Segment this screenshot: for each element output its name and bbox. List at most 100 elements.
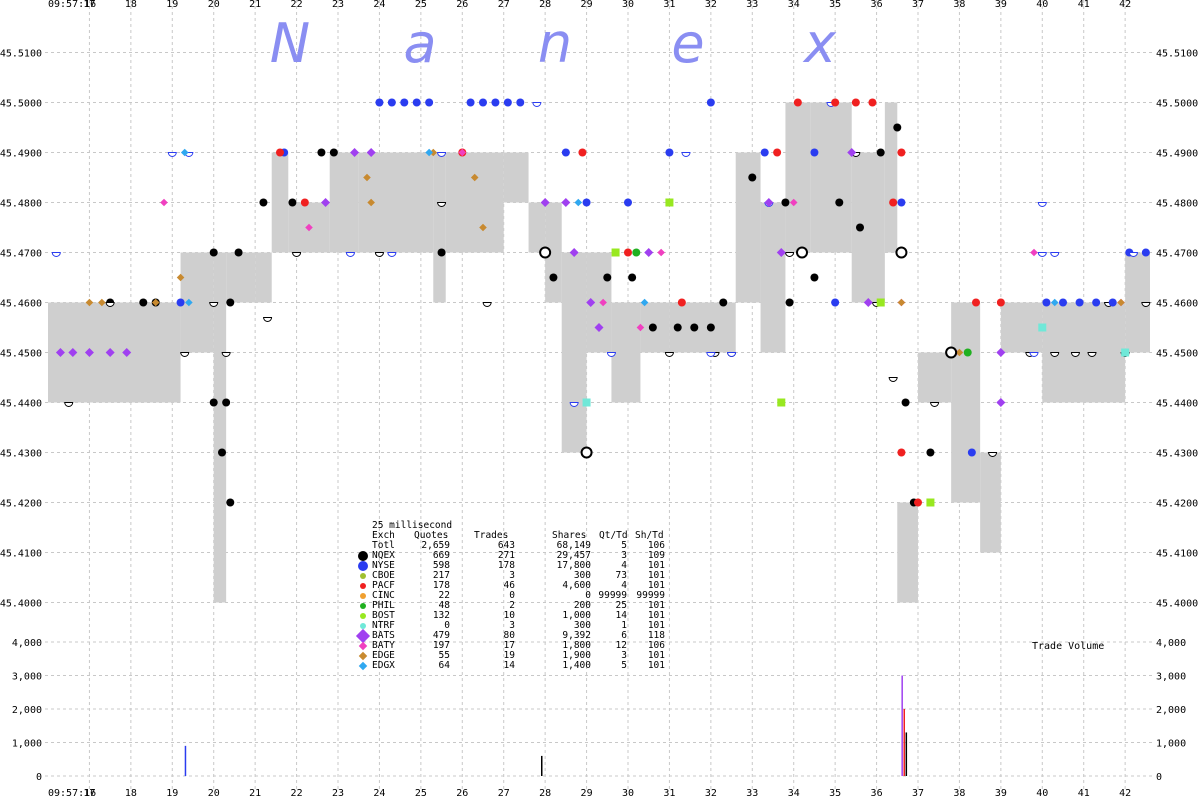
trade-nqex xyxy=(580,446,593,459)
quote-nqex-ask xyxy=(105,302,115,307)
spread-segment xyxy=(785,102,811,253)
stats-cell-trades: 271 xyxy=(497,550,515,561)
quote-nqex-ask xyxy=(1141,302,1151,307)
quote-nyse-bid xyxy=(400,98,409,107)
stats-row-nyse: NYSE 598 178 17,800 4 101 xyxy=(358,561,678,571)
time-tick-bottom: 29 xyxy=(581,788,593,799)
quote-nqex-bid xyxy=(222,398,231,407)
quote-bats-bid xyxy=(366,148,376,157)
exchange-marker-icon xyxy=(360,623,366,629)
time-tick-bottom: 25 xyxy=(415,788,427,799)
volume-bar xyxy=(541,755,543,776)
quote-nqex-ask xyxy=(221,352,231,357)
stats-cell-qttd: 5 xyxy=(621,540,627,551)
quote-ntrf-bid xyxy=(1038,323,1047,332)
quote-nyse-bid xyxy=(387,98,396,107)
quote-baty-bid xyxy=(1030,248,1038,257)
stats-cell-shares: 1,000 xyxy=(562,610,591,621)
quote-nqex-ask xyxy=(1087,352,1097,357)
time-tick-top: 30 xyxy=(622,0,634,10)
stats-cell-exch: BATY xyxy=(372,640,395,651)
time-tick-top: 42 xyxy=(1119,0,1131,10)
watermark-letter: a xyxy=(403,12,436,75)
quote-bats-bid xyxy=(847,148,857,157)
spread-segment xyxy=(503,152,529,203)
time-tick-top: 18 xyxy=(125,0,137,10)
quote-nyse-bid xyxy=(624,198,632,207)
quote-edge-bid xyxy=(151,298,160,307)
quote-nqex-bid xyxy=(139,298,148,307)
quote-nyse-bid xyxy=(582,198,591,207)
stats-row-bost: BOST 132 10 1,000 14 101 xyxy=(358,611,678,621)
spread-segment xyxy=(951,302,981,503)
spread-segment xyxy=(255,252,272,303)
stats-cell-quotes: 217 xyxy=(432,570,450,581)
quote-nyse-bid xyxy=(706,98,715,107)
quote-nqex-bid xyxy=(673,323,682,332)
quote-nqex-bid xyxy=(209,248,218,257)
stats-cell-qttd: 99999 xyxy=(598,590,627,601)
quote-edgx-bid xyxy=(180,148,189,157)
quote-nyse-bid xyxy=(1075,298,1084,307)
volume-bars xyxy=(184,675,908,776)
stats-cell-shtd: 101 xyxy=(647,560,665,571)
exchange-marker-icon xyxy=(360,603,366,609)
stats-cell-shares: 29,457 xyxy=(556,550,591,561)
quote-bost-bid xyxy=(876,298,885,307)
quote-edge-bid xyxy=(1117,298,1125,307)
stats-cell-trades: 10 xyxy=(503,610,515,621)
quote-nqex-bid xyxy=(901,398,910,407)
quote-nqex-bid xyxy=(259,198,268,207)
quote-pacf-bid xyxy=(996,298,1005,307)
quote-nyse-bid xyxy=(176,298,185,307)
quote-nyse-ask xyxy=(1029,352,1039,357)
stats-cell-shares: 200 xyxy=(573,600,591,611)
stats-cell-quotes: 0 xyxy=(444,620,450,631)
time-tick-bottom: 39 xyxy=(995,788,1007,799)
spread-segment xyxy=(760,202,786,353)
stats-cell-quotes: 48 xyxy=(438,600,450,611)
quote-nqex-ask xyxy=(374,252,384,257)
time-tick-bottom: 27 xyxy=(498,788,510,799)
quote-nqex-bid xyxy=(209,398,218,407)
quote-bats-bid xyxy=(776,248,786,257)
stats-cell-quotes: 197 xyxy=(432,640,450,651)
quote-nyse-ask xyxy=(1128,252,1138,257)
stats-cell-exch: CBOE xyxy=(372,570,395,581)
quote-nqex-bid xyxy=(329,148,338,157)
time-tick-top: 40 xyxy=(1036,0,1048,10)
time-tick-top: 33 xyxy=(746,0,758,10)
time-tick-top: 38 xyxy=(953,0,965,10)
quote-bats-bid xyxy=(594,323,604,332)
quote-nqex-ask xyxy=(263,317,273,322)
price-tick-left: 45.4800 xyxy=(0,199,42,210)
quote-nqex-bid xyxy=(785,298,794,307)
exchange-marker-icon xyxy=(358,661,368,671)
stats-cell-trades: 178 xyxy=(497,560,515,571)
quote-baty-bid xyxy=(458,148,467,157)
time-start-top: 09:57:16 xyxy=(48,0,96,10)
quote-nyse-ask xyxy=(681,152,691,157)
spread-segment xyxy=(735,152,761,303)
volume-tick-left: 1,000 xyxy=(12,739,42,750)
quote-nyse-ask xyxy=(167,152,177,157)
stats-cell-shtd: 101 xyxy=(647,660,665,671)
quote-baty-bid xyxy=(636,323,645,332)
stats-cell-exch: BOST xyxy=(372,610,395,621)
quote-nqex-bid xyxy=(926,448,935,457)
time-tick-bottom: 38 xyxy=(953,788,965,799)
quote-nyse-ask xyxy=(1037,252,1047,257)
quote-nyse-bid xyxy=(897,198,906,207)
time-tick-bottom: 28 xyxy=(539,788,551,799)
time-start-bottom: 09:57:16 xyxy=(48,788,96,799)
stats-cell-qttd: 73 xyxy=(615,570,627,581)
quote-nyse-bid xyxy=(1092,298,1101,307)
quote-nqex-ask xyxy=(1070,352,1080,357)
stats-cell-exch: NQEX xyxy=(372,550,395,561)
stats-cell-shtd: 106 xyxy=(647,540,665,551)
time-tick-top: 32 xyxy=(705,0,717,10)
stats-cell-qttd: 1 xyxy=(621,620,627,631)
stats-cell-exch: PACF xyxy=(372,580,395,591)
stats-cell-quotes: 178 xyxy=(432,580,450,591)
quote-nqex-bid xyxy=(835,198,844,207)
